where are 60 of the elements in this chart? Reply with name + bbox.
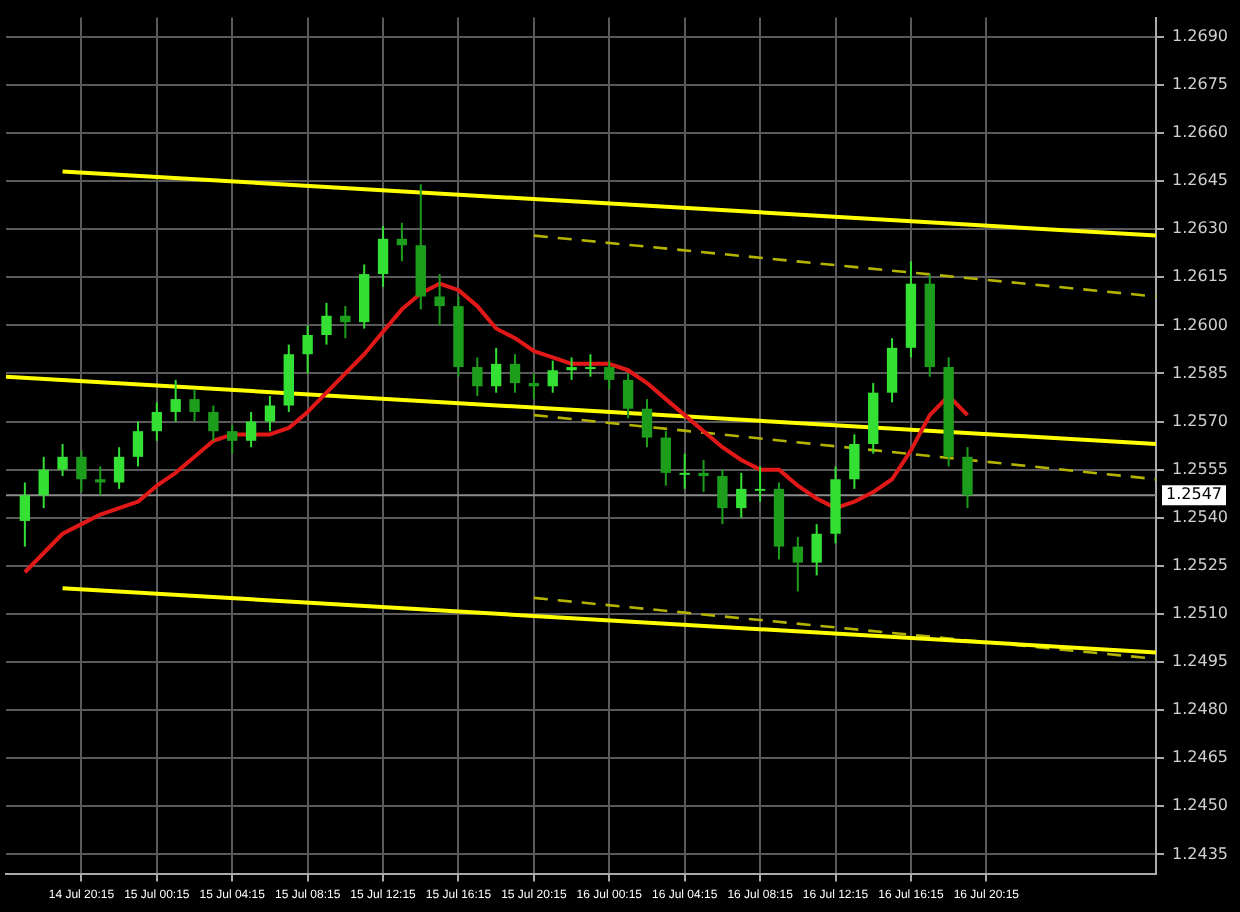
y-tick-label: 1.2480 <box>1172 700 1229 719</box>
y-tick-label: 1.2540 <box>1172 507 1229 526</box>
candlestick <box>113 446 125 490</box>
y-tick-label: 1.2660 <box>1172 123 1229 142</box>
candlestick <box>622 372 634 420</box>
candlestick <box>736 471 747 519</box>
candlestick <box>95 465 106 497</box>
candlestick <box>792 535 803 593</box>
candlestick <box>170 378 181 423</box>
y-tick-label: 1.2585 <box>1172 363 1229 382</box>
candlestick <box>264 394 276 433</box>
candlestick <box>528 372 540 401</box>
candlestick <box>340 305 351 340</box>
candlestick <box>604 359 615 391</box>
candlestick <box>811 523 822 577</box>
candlestick <box>679 452 690 490</box>
candlestick <box>585 353 596 378</box>
candlestick <box>302 324 313 375</box>
candlestick <box>490 346 502 394</box>
candlestick <box>886 337 898 404</box>
y-tick-label: 1.2630 <box>1172 219 1229 238</box>
y-tick-label: 1.2525 <box>1172 555 1229 574</box>
candlestick <box>509 353 521 394</box>
candlestick <box>566 356 577 381</box>
ref-line-label: 1.2547 <box>1166 485 1223 504</box>
candlestick <box>962 446 973 510</box>
candlestick <box>698 459 709 494</box>
y-tick-label: 1.2675 <box>1172 75 1229 94</box>
candlestick <box>641 398 653 449</box>
candlestick <box>57 443 68 478</box>
y-tick-label: 1.2555 <box>1172 459 1229 478</box>
candlestick <box>396 221 408 263</box>
candlestick <box>472 356 483 397</box>
candlestick <box>19 481 31 548</box>
candlestick <box>76 449 87 494</box>
candlestick <box>660 430 672 487</box>
y-tick-label: 1.2570 <box>1172 411 1229 430</box>
candlestick <box>754 465 766 503</box>
y-tick-label: 1.2510 <box>1172 604 1229 623</box>
y-tick-label: 1.2495 <box>1172 652 1229 671</box>
candlestick <box>132 420 144 468</box>
candlestick <box>377 224 389 288</box>
candlestick <box>245 410 257 449</box>
candlestick <box>189 388 200 423</box>
y-tick-label: 1.2435 <box>1172 844 1229 863</box>
candlestick <box>38 455 49 510</box>
y-tick-label: 1.2690 <box>1172 26 1229 45</box>
y-tick-label: 1.2615 <box>1172 267 1229 286</box>
candlestick <box>434 273 445 327</box>
y-tick-label: 1.2450 <box>1172 796 1229 815</box>
y-tick-label: 1.2600 <box>1172 315 1229 334</box>
y-tick-label: 1.2645 <box>1172 171 1229 190</box>
candlestick <box>151 401 163 442</box>
candlestick <box>849 433 860 490</box>
candlestick <box>208 404 219 442</box>
y-tick-label: 1.2465 <box>1172 748 1229 767</box>
candlestick <box>227 423 238 455</box>
candlestick <box>321 301 332 346</box>
candlestick <box>547 359 558 394</box>
candlestick <box>717 468 728 526</box>
